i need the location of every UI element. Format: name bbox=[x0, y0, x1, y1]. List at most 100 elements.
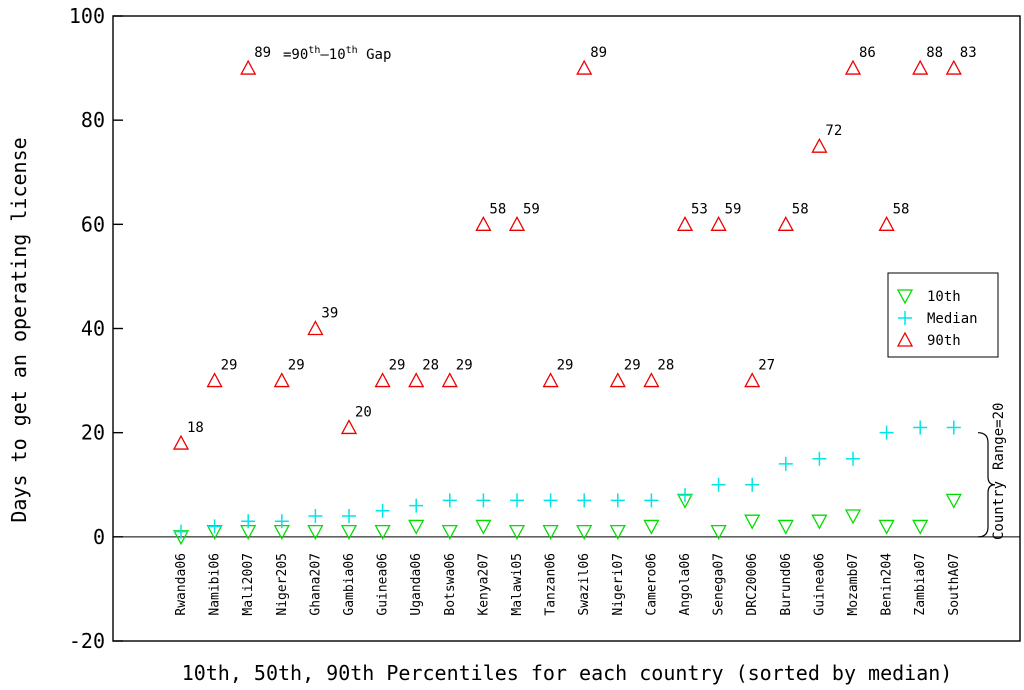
x-tick-label: Namibi06 bbox=[208, 553, 223, 616]
point-median bbox=[274, 514, 289, 529]
range-brace bbox=[977, 432, 996, 538]
x-tick-label: Rwanda06 bbox=[174, 553, 189, 616]
point-median bbox=[711, 477, 726, 492]
point-90th bbox=[408, 372, 425, 388]
category-labels: Rwanda06 Namibi06 Mali2007 Niger205 Ghana207… bbox=[174, 553, 962, 616]
point-median bbox=[913, 420, 928, 435]
gap-value-label: 29 bbox=[456, 358, 473, 374]
legend-label-90th: 90th bbox=[927, 333, 961, 349]
y-axis-label: Days to get an operating license bbox=[7, 137, 31, 522]
legend-marker-median bbox=[898, 311, 912, 325]
point-90th bbox=[609, 372, 626, 388]
point-90th bbox=[240, 59, 257, 75]
point-90th bbox=[172, 434, 190, 450]
point-10th bbox=[844, 509, 862, 525]
x-tick-label: Camero06 bbox=[644, 553, 659, 616]
point-10th bbox=[945, 493, 962, 509]
gap-value-label: 59 bbox=[725, 201, 742, 217]
point-10th bbox=[340, 524, 358, 540]
point-90th bbox=[744, 372, 761, 388]
gap-value-label: 58 bbox=[792, 201, 809, 217]
point-median bbox=[476, 493, 491, 508]
y-tick-label: 60 bbox=[81, 212, 105, 236]
x-tick-label: Tanzan06 bbox=[544, 553, 559, 616]
point-median bbox=[879, 425, 894, 440]
point-10th bbox=[777, 519, 794, 535]
legend-box bbox=[887, 272, 999, 358]
point-median bbox=[846, 451, 860, 466]
point-10th bbox=[710, 524, 727, 540]
x-tick-label: Nigeri07 bbox=[611, 553, 626, 616]
point-10th bbox=[475, 519, 492, 535]
y-tick-label: -20 bbox=[69, 629, 105, 653]
legend-marker-90th bbox=[896, 331, 914, 347]
y-tick-label: 40 bbox=[81, 317, 105, 341]
y-tick-label: 80 bbox=[81, 108, 105, 132]
gap-value-label: 28 bbox=[657, 358, 674, 374]
point-median bbox=[745, 477, 760, 492]
point-90th bbox=[576, 59, 593, 75]
gap-value-label: 28 bbox=[422, 358, 439, 374]
point-median bbox=[812, 451, 827, 466]
point-median bbox=[678, 488, 692, 503]
x-tick-label: Zambia07 bbox=[913, 553, 928, 616]
point-90th bbox=[676, 215, 694, 231]
point-10th bbox=[643, 519, 660, 535]
point-10th bbox=[811, 514, 828, 530]
gap-value-label: 29 bbox=[557, 358, 574, 374]
point-10th bbox=[878, 519, 895, 535]
x-tick-label: DRC20006 bbox=[745, 553, 760, 616]
point-90th bbox=[508, 215, 526, 231]
x-tick-label: Gambia06 bbox=[342, 553, 357, 616]
legend: 10th Median 90th bbox=[887, 272, 999, 358]
x-tick-label: Benin204 bbox=[880, 553, 895, 616]
gap-value-label: 58 bbox=[489, 201, 506, 217]
data-marks bbox=[172, 59, 962, 546]
point-90th bbox=[912, 59, 929, 75]
x-tick-label: Guinea06 bbox=[376, 553, 391, 616]
range-country-label: Country bbox=[991, 481, 1007, 540]
gap-value-label: 86 bbox=[859, 45, 876, 61]
point-median bbox=[510, 493, 524, 508]
gap-value-label: 89 bbox=[590, 45, 607, 61]
gap-value-label: 29 bbox=[624, 358, 641, 374]
point-median bbox=[577, 493, 592, 508]
point-90th bbox=[441, 372, 458, 388]
x-tick-label: Swazil06 bbox=[577, 553, 592, 616]
point-10th bbox=[744, 514, 761, 530]
legend-label-median: Median bbox=[927, 311, 978, 327]
gap-value-label: 89 bbox=[254, 45, 271, 61]
point-median bbox=[610, 493, 625, 508]
point-10th bbox=[609, 524, 626, 540]
x-tick-label: Mali2007 bbox=[241, 553, 256, 616]
gap-value-label: 58 bbox=[893, 201, 910, 217]
gap-value-label: 27 bbox=[758, 358, 775, 374]
x-tick-label: Angola06 bbox=[678, 553, 693, 616]
point-90th bbox=[206, 372, 223, 388]
point-median bbox=[174, 524, 188, 539]
x-tick-label: Senega07 bbox=[712, 553, 727, 616]
point-90th bbox=[307, 320, 324, 336]
point-90th bbox=[374, 372, 391, 388]
point-median bbox=[778, 456, 793, 471]
gap-value-label: 83 bbox=[960, 45, 977, 61]
point-median bbox=[207, 519, 222, 534]
point-median bbox=[241, 514, 256, 529]
point-median bbox=[342, 509, 356, 523]
point-90th bbox=[643, 372, 660, 388]
x-tick-label: Uganda06 bbox=[409, 553, 424, 616]
gap-labels: 18 29 89 29 39 20 29 28 29 58 59 29 89 29 28 53 59 27 58 72… bbox=[187, 45, 977, 436]
point-10th bbox=[441, 524, 458, 540]
gap-value-label: 59 bbox=[523, 201, 540, 217]
gap-value-label: 72 bbox=[825, 123, 842, 139]
point-90th bbox=[844, 59, 862, 75]
gap-value-label: 29 bbox=[221, 358, 238, 374]
point-90th bbox=[340, 419, 358, 435]
gap-value-label: 53 bbox=[691, 201, 708, 217]
point-median bbox=[308, 509, 323, 523]
point-median bbox=[375, 503, 390, 518]
x-tick-label: SouthA07 bbox=[947, 553, 962, 616]
point-median bbox=[946, 420, 961, 435]
legend-label-10th: 10th bbox=[927, 289, 961, 305]
